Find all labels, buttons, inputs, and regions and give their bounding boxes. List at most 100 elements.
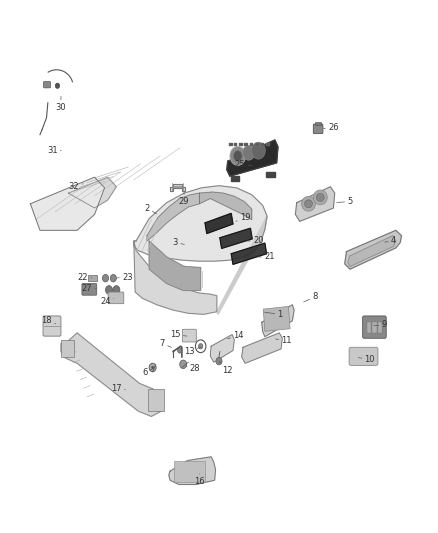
- Ellipse shape: [316, 193, 324, 201]
- Circle shape: [177, 348, 182, 353]
- Bar: [88, 275, 97, 281]
- Polygon shape: [220, 228, 252, 248]
- Bar: [367, 322, 371, 334]
- Circle shape: [55, 83, 60, 88]
- Text: 30: 30: [56, 96, 66, 111]
- Text: 12: 12: [219, 361, 233, 375]
- Text: 29: 29: [179, 192, 189, 206]
- Polygon shape: [169, 457, 215, 484]
- Bar: [229, 143, 233, 147]
- Circle shape: [216, 358, 222, 365]
- Bar: [148, 389, 163, 411]
- Text: 28: 28: [186, 364, 200, 373]
- Polygon shape: [348, 236, 396, 266]
- Circle shape: [151, 366, 154, 369]
- Text: 6: 6: [142, 368, 152, 377]
- Polygon shape: [149, 241, 201, 290]
- Bar: [372, 322, 377, 334]
- Circle shape: [251, 142, 265, 159]
- Polygon shape: [217, 216, 267, 314]
- Polygon shape: [205, 213, 233, 233]
- Text: 20: 20: [247, 237, 264, 246]
- Ellipse shape: [304, 200, 312, 208]
- Circle shape: [230, 147, 246, 165]
- Polygon shape: [134, 185, 267, 261]
- Polygon shape: [242, 333, 283, 364]
- Circle shape: [198, 344, 203, 349]
- Bar: [234, 143, 237, 147]
- Text: 22: 22: [78, 273, 92, 281]
- Text: 19: 19: [236, 213, 251, 222]
- Circle shape: [233, 151, 242, 161]
- Bar: [61, 340, 74, 357]
- Circle shape: [180, 360, 187, 368]
- Text: 23: 23: [117, 273, 133, 281]
- Text: 7: 7: [159, 339, 172, 348]
- Text: 26: 26: [324, 123, 339, 132]
- Bar: [256, 143, 259, 147]
- Text: 5: 5: [337, 197, 353, 206]
- Text: 2: 2: [145, 204, 156, 214]
- Polygon shape: [68, 177, 117, 208]
- Polygon shape: [210, 335, 234, 362]
- Bar: [266, 143, 270, 147]
- Polygon shape: [170, 184, 185, 191]
- FancyBboxPatch shape: [363, 316, 386, 338]
- Text: 27: 27: [82, 284, 96, 293]
- Text: 21: 21: [258, 253, 275, 261]
- Polygon shape: [199, 192, 252, 220]
- Text: 11: 11: [276, 336, 292, 345]
- Polygon shape: [231, 243, 267, 264]
- Text: 16: 16: [194, 474, 205, 486]
- Polygon shape: [295, 187, 335, 221]
- Bar: [263, 306, 290, 332]
- Text: 31: 31: [47, 146, 61, 155]
- FancyBboxPatch shape: [43, 82, 50, 88]
- Text: 9: 9: [374, 320, 387, 329]
- Polygon shape: [147, 193, 199, 241]
- Bar: [174, 461, 205, 482]
- Circle shape: [149, 364, 156, 372]
- Polygon shape: [30, 177, 105, 230]
- Circle shape: [243, 146, 255, 160]
- Ellipse shape: [313, 190, 327, 205]
- Text: 15: 15: [170, 330, 187, 339]
- Ellipse shape: [301, 196, 315, 211]
- Polygon shape: [231, 176, 239, 181]
- Bar: [244, 143, 248, 147]
- Polygon shape: [262, 305, 294, 337]
- Text: 8: 8: [304, 292, 318, 302]
- Polygon shape: [266, 172, 275, 177]
- Circle shape: [195, 340, 206, 353]
- Text: 32: 32: [69, 182, 83, 191]
- Polygon shape: [134, 241, 217, 314]
- FancyBboxPatch shape: [43, 316, 61, 336]
- FancyBboxPatch shape: [82, 284, 97, 295]
- Text: 10: 10: [358, 355, 375, 364]
- Text: 24: 24: [100, 296, 114, 305]
- FancyBboxPatch shape: [182, 329, 196, 342]
- Text: 25: 25: [235, 160, 252, 169]
- Circle shape: [106, 286, 113, 294]
- Bar: [378, 322, 382, 334]
- Text: 13: 13: [184, 347, 201, 356]
- Circle shape: [110, 274, 117, 282]
- Bar: [261, 143, 265, 147]
- Circle shape: [102, 274, 109, 282]
- Text: 17: 17: [111, 384, 125, 393]
- Text: 14: 14: [227, 331, 244, 340]
- FancyBboxPatch shape: [108, 292, 124, 304]
- FancyBboxPatch shape: [313, 124, 323, 134]
- Bar: [315, 123, 321, 125]
- Polygon shape: [227, 140, 278, 176]
- Text: 4: 4: [385, 237, 396, 246]
- Polygon shape: [345, 230, 402, 269]
- FancyBboxPatch shape: [349, 348, 378, 366]
- Text: 3: 3: [173, 238, 184, 247]
- Bar: [250, 143, 254, 147]
- Circle shape: [113, 286, 120, 294]
- Polygon shape: [61, 333, 161, 416]
- Text: 1: 1: [265, 310, 283, 319]
- Text: 18: 18: [41, 316, 56, 325]
- Bar: [239, 143, 243, 147]
